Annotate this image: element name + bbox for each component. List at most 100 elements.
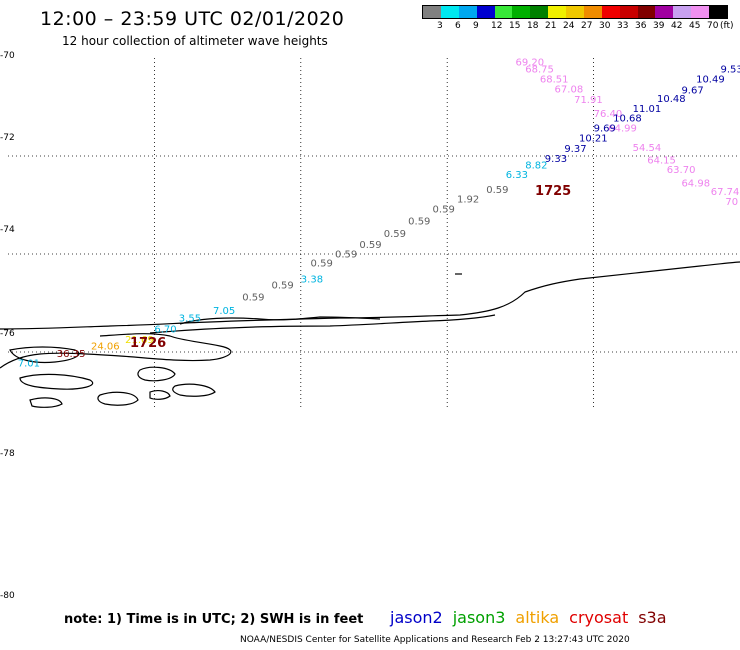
wave-height-label: 10.68: [613, 114, 642, 125]
legend-swatch: [476, 6, 495, 18]
legend-tick: 6: [455, 21, 461, 31]
legend-swatch: [709, 6, 727, 18]
ice-shelf-edge: [179, 316, 381, 325]
wave-height-label: 11.01: [633, 104, 662, 115]
wave-height-label: 68.51: [540, 75, 569, 86]
wave-height-label: 7.05: [213, 306, 235, 317]
latitude-label: -74: [0, 225, 15, 235]
latitude-label: -72: [0, 133, 15, 143]
wave-height-label: 9.37: [564, 144, 586, 155]
legend-tick-labels: 3 6 9 12 15 18 21 24 27 30 33 36 39 42 45 70 (ft): [422, 21, 740, 35]
latitude-label: -78: [0, 449, 15, 459]
peninsula-west: [9, 346, 80, 364]
legend-swatch: [548, 6, 566, 18]
island-2: [137, 366, 176, 382]
wave-height-label: 64.99: [608, 124, 637, 135]
wave-height-label: 8.82: [525, 160, 547, 171]
legend-tick: 21: [545, 21, 557, 31]
island-1: [19, 373, 94, 390]
wave-height-label: 64.15: [647, 155, 676, 166]
legend-tick: 24: [563, 21, 575, 31]
wave-height-label: 67.74: [711, 187, 740, 198]
wave-height-label: 0.59: [486, 185, 508, 196]
legend-tick: 33: [617, 21, 629, 31]
satellite-legend: jason2 jason3 altika cryosat s3a: [390, 608, 677, 627]
legend-swatch: [512, 6, 531, 18]
wave-height-label: 70: [725, 197, 738, 208]
wave-height-label: 9.33: [545, 154, 567, 165]
wave-height-label: 67.08: [555, 84, 584, 95]
legend-swatch: [566, 6, 584, 18]
legend-tick: 39: [653, 21, 665, 31]
wave-height-label: 10.48: [657, 94, 686, 105]
footer-credit: NOAA/NESDIS Center for Satellite Applica…: [240, 635, 630, 645]
legend-swatch: [655, 6, 674, 18]
legend-swatch: [423, 6, 441, 18]
island-5: [149, 390, 171, 400]
island-4: [172, 383, 216, 397]
wave-height-label: 76.40: [594, 109, 623, 120]
wave-height-label: 24.06: [91, 342, 120, 353]
satellite-name: jason3: [452, 608, 506, 627]
coastline: [0, 261, 740, 408]
satellite-name: jason2: [390, 608, 443, 627]
wave-height-label: 0.59: [335, 249, 357, 260]
wave-height-label: 3.55: [179, 314, 201, 325]
wave-height-label: 0.59: [242, 293, 264, 304]
legend-tick: 9: [473, 21, 479, 31]
wave-height-label: 21.69: [125, 335, 154, 346]
latitude-label: -80: [0, 591, 15, 601]
legend-swatch: [691, 6, 709, 18]
map-subtitle: 12 hour collection of altimeter wave hei…: [62, 34, 328, 48]
wave-height-label: 9.67: [681, 85, 703, 96]
wave-height-label: 0.59: [408, 217, 430, 228]
island-3: [97, 391, 139, 406]
legend-swatch: [583, 6, 602, 18]
wave-height-label: 69.20: [516, 57, 545, 68]
wave-height-label: 0.59: [359, 240, 381, 251]
legend-swatch: [530, 6, 549, 18]
legend-swatch: [637, 6, 656, 18]
wave-height-label: 3.38: [301, 274, 323, 285]
legend-swatch: [440, 6, 459, 18]
pass-time-label: 1725: [535, 184, 571, 199]
wave-height-label: 71.91: [574, 95, 603, 106]
island-6: [29, 397, 63, 408]
coastline-bay: [0, 333, 232, 369]
wave-height-label: 7.01: [18, 359, 40, 370]
latitude-label: -70: [0, 51, 15, 61]
footer-note: note: 1) Time is in UTC; 2) SWH is in fe…: [64, 612, 364, 627]
legend-unit: (ft): [720, 21, 734, 31]
coastline-shelf: [149, 314, 496, 334]
wave-height-label: 64.98: [681, 178, 710, 189]
coastline-main: [0, 261, 740, 330]
wave-height-label: 0.59: [433, 204, 455, 215]
legend-tick: 42: [671, 21, 683, 31]
legend-swatch: [601, 6, 620, 18]
legend-swatch: [619, 6, 638, 18]
wave-height-label: 36.35: [57, 349, 86, 360]
legend-swatch: [494, 6, 513, 18]
wave-height-label: 1.92: [457, 195, 479, 206]
legend-tick: 27: [581, 21, 593, 31]
wave-height-label: 6.70: [154, 324, 176, 335]
legend-tick: 18: [527, 21, 539, 31]
pass-time-label: 1726: [130, 336, 166, 351]
legend-tick: 15: [509, 21, 521, 31]
latitude-label: -76: [0, 329, 15, 339]
legend-swatch: [458, 6, 477, 18]
legend-tick: 36: [635, 21, 647, 31]
axis-labels: -70-72-74-76-78-80-150-147-144-141-138-1…: [0, 51, 15, 601]
legend-swatch: [673, 6, 692, 18]
map-title: 12:00 – 23:59 UTC 02/01/2020: [40, 8, 345, 30]
wave-height-label: 9.53: [720, 65, 740, 76]
wave-height-label: 0.59: [311, 258, 333, 269]
satellite-name: s3a: [638, 608, 667, 627]
wave-height-label: 10.21: [579, 133, 608, 144]
legend-tick: 12: [491, 21, 503, 31]
wave-height-label: 54.54: [633, 143, 662, 154]
wave-height-label: 63.70: [667, 165, 696, 176]
satellite-name: cryosat: [569, 608, 629, 627]
